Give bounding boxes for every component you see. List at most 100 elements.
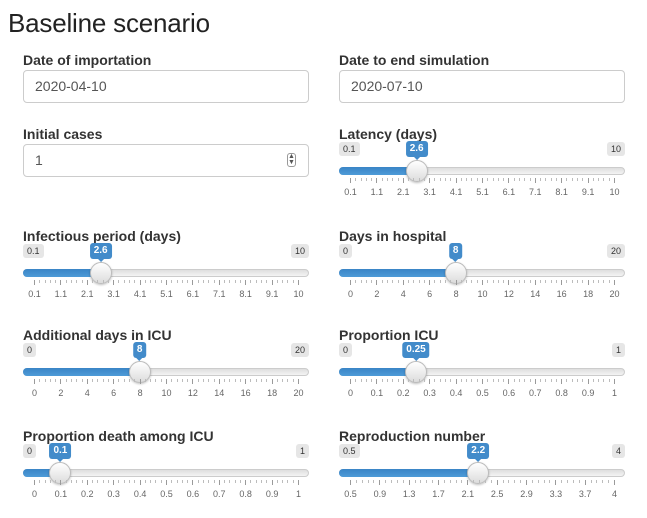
initial-cases-input[interactable]: 1 ▲ ▼: [23, 144, 309, 177]
slider-tick: [245, 480, 247, 485]
slider-minor-tick: [381, 379, 383, 382]
slider-minor-tick: [490, 480, 492, 483]
slider-minor-tick: [287, 379, 289, 382]
slider-minor-tick: [92, 480, 94, 483]
slider-minor-tick: [134, 280, 136, 283]
slider-minor-tick: [44, 480, 46, 483]
slider-minor-tick: [397, 280, 399, 283]
slider-control[interactable]: 0.1 10 2.6 0.1 1.1 2.1 3.1 4.1 5.1 6.1 7.1 8.1 9.1 10: [23, 243, 309, 304]
slider-handle[interactable]: [89, 262, 112, 284]
slider-tick: [113, 280, 115, 285]
slider-value-bubble: 2.2: [467, 443, 490, 462]
slider-max-label: 4: [611, 444, 625, 458]
slider-tick: [455, 280, 457, 285]
slider-tick-label: 7.1: [213, 289, 226, 299]
slider-minor-tick: [418, 178, 420, 181]
slider-control[interactable]: 0 1 0.1 0 0.1 0.2 0.3 0.4 0.5 0.6 0.7 0.8 0.9 1: [23, 443, 309, 504]
slider-minor-tick: [234, 379, 236, 382]
slider-tick-label: 0.4: [133, 489, 147, 499]
slider-minor-tick: [445, 178, 447, 181]
slider-minor-tick: [239, 379, 241, 382]
slider-tick-label: 0: [347, 289, 354, 299]
slider-minor-tick: [39, 379, 41, 382]
slider-handle[interactable]: [467, 462, 490, 484]
slider-tick-label: 9.1: [265, 289, 279, 299]
slider-tick: [614, 379, 615, 384]
slider-tick: [455, 379, 457, 384]
slider-minor-tick: [529, 178, 531, 181]
slider-ticks: 0 0.1 0.2 0.3 0.4 0.5 0.6 0.7 0.8 0.9 1: [339, 379, 625, 403]
number-spinner-icon[interactable]: ▲ ▼: [287, 153, 296, 167]
slider-tick-label: 10: [161, 388, 172, 398]
slider-minor-tick: [355, 480, 357, 483]
slider-tick: [60, 379, 62, 384]
slider-tick-label: 0.6: [186, 489, 200, 499]
slider-minor-tick: [261, 280, 263, 283]
slider-ticks: 0 2 4 6 8 10 12 14 16 18 20: [23, 379, 309, 403]
slider-label: Proportion death among ICU: [23, 428, 214, 444]
slider-minor-tick: [355, 280, 357, 283]
slider-minor-tick: [239, 480, 241, 483]
slider-minor-tick: [434, 178, 436, 181]
slider-minor-tick: [518, 280, 520, 283]
slider-control[interactable]: 0 20 8 0 2 4 6 8 10 12 14 16 18 20: [23, 342, 309, 403]
slider-minor-tick: [598, 280, 600, 283]
slider-minor-tick: [540, 280, 542, 283]
slider-minor-tick: [571, 178, 573, 181]
slider-value-bubble: 0.1: [49, 443, 72, 462]
slider-minor-tick: [65, 480, 67, 483]
slider-tick-label: 2: [58, 388, 64, 398]
slider-minor-tick: [402, 480, 404, 483]
slider-minor-tick: [224, 280, 226, 283]
slider-tick: [379, 480, 381, 485]
slider-tick-label: 14: [530, 289, 541, 299]
slider-control[interactable]: 0.1 10 2.6 0.1 1.1 2.1 3.1 4.1 5.1 6.1 7.1 8.1 9.1 10: [339, 141, 625, 202]
slider-minor-tick: [413, 178, 415, 181]
slider-minor-tick: [234, 480, 236, 483]
slider-fill: [339, 167, 417, 175]
slider-minor-tick: [123, 480, 125, 483]
slider-tick: [508, 379, 510, 384]
slider-minor-tick: [44, 280, 46, 283]
slider-minor-tick: [545, 280, 547, 283]
slider-control[interactable]: 0 20 8 0 2 4 6 8 10 12 14 16 18 20: [339, 243, 625, 304]
slider-minor-tick: [107, 480, 109, 483]
slider-latency: Latency (days) 0.1 10 2.6 0.1 1.1 2.1 3.1 4.1 5.1…: [339, 126, 625, 210]
slider-minor-tick: [129, 379, 131, 382]
slider-minor-tick: [144, 379, 146, 382]
slider-tick-label: 1: [295, 489, 302, 499]
slider-tick: [34, 280, 35, 285]
slider-minor-tick: [144, 280, 146, 283]
slider-tick: [86, 280, 88, 285]
slider-minor-tick: [381, 178, 383, 181]
slider-tick-label: 2.9: [520, 489, 533, 499]
slider-handle[interactable]: [405, 361, 427, 383]
slider-minor-tick: [97, 280, 99, 283]
slider-tick-label: 12: [187, 388, 198, 398]
slider-value-bubble: 0.25: [402, 342, 430, 361]
slider-control[interactable]: 0 1 0.25 0 0.1 0.2 0.3 0.4 0.5 0.6 0.7 0.8 0.9 1: [339, 342, 625, 403]
slider-label: Proportion ICU: [339, 327, 439, 343]
slider-min-label: 0: [23, 444, 37, 458]
slider-minor-tick: [118, 280, 120, 283]
slider-tick: [350, 280, 351, 285]
slider-tick: [561, 178, 563, 183]
slider-tick: [218, 480, 220, 485]
slider-minor-tick: [181, 379, 183, 382]
slider-minor-tick: [97, 379, 99, 382]
slider-handle[interactable]: [405, 160, 428, 182]
slider-minor-tick: [520, 480, 522, 483]
slider-minor-tick: [466, 280, 468, 283]
slider-minor-tick: [529, 379, 531, 382]
slider-control[interactable]: 0.5 4 2.2 0.5 0.9 1.3 1.7 2.1 2.5 2.9 3.3 3.7 4: [339, 443, 625, 504]
slider-tick-label: 4: [400, 289, 406, 299]
slider-tick-label: 6: [427, 289, 433, 299]
slider-minor-tick: [460, 379, 462, 382]
slider-tick-label: 8.1: [555, 187, 568, 197]
importation-date-input[interactable]: 2020-04-10: [23, 70, 309, 103]
slider-minor-tick: [282, 379, 284, 382]
slider-minor-tick: [213, 480, 215, 483]
end-date-input[interactable]: 2020-07-10: [339, 70, 625, 103]
slider-minor-tick: [471, 280, 473, 283]
slider-tick: [298, 480, 299, 485]
